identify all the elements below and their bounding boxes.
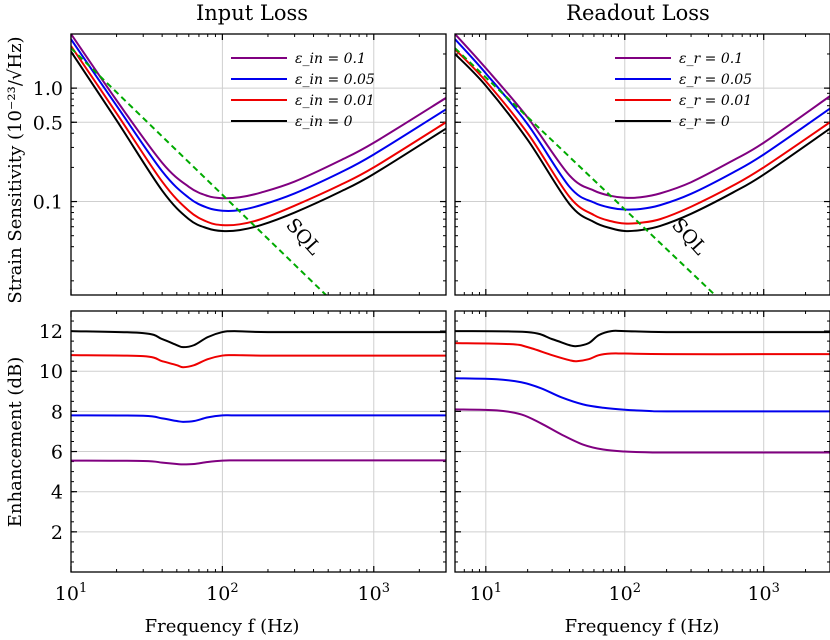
tick-label-exponent: 2	[230, 581, 238, 596]
series-line	[71, 38, 446, 212]
tick-label-x: 103	[747, 581, 779, 605]
legend-label: ε_r = 0	[679, 114, 730, 130]
series-line	[71, 330, 446, 349]
xlabel-right: Frequency f (Hz)	[565, 616, 720, 637]
readout-loss-enhancement-series-group	[455, 329, 830, 454]
readout-loss-sensitivity-frame	[454, 33, 830, 296]
series-line	[71, 47, 328, 295]
series-line	[455, 342, 830, 363]
readout-loss-sensitivity-series-group	[455, 34, 830, 295]
input-loss-sensitivity-frame	[70, 33, 447, 296]
input-loss-sensitivity-legend: ε_in = 0.1 ε_in = 0.05 ε_in = 0.01 ε_in = 0	[231, 51, 375, 130]
title-input-loss: Input Loss	[196, 1, 308, 25]
series-line	[71, 354, 446, 369]
readout-loss-enhancement-frame	[454, 310, 830, 573]
legend-label: ε_in = 0.1	[295, 51, 366, 67]
tick-label-y: 10	[39, 361, 63, 383]
tick-label-exponent: 3	[772, 581, 780, 596]
input-loss-sensitivity-series-group	[71, 34, 446, 295]
tick-label-y: 2	[51, 522, 63, 544]
series-line	[71, 459, 446, 466]
tick-label-y: 0.1	[33, 192, 63, 214]
legend-label: ε_r = 0.05	[679, 72, 752, 88]
tick-label-exponent: 1	[494, 581, 502, 596]
tick-label-y: 1.0	[33, 78, 63, 100]
tick-label-x: 102	[206, 581, 238, 605]
tick-label-y: 12	[39, 321, 63, 343]
title-readout-loss: Readout Loss	[566, 1, 710, 25]
tick-label-y: 6	[51, 442, 63, 464]
legend-label: ε_in = 0.01	[295, 93, 375, 109]
readout-loss-enhancement-panel: 101 102 103	[454, 310, 830, 605]
input-loss-enhancement-series-group	[71, 330, 446, 466]
xlabel-left: Frequency f (Hz)	[145, 616, 300, 637]
series-line	[71, 414, 446, 423]
readout-loss-sensitivity-legend: ε_r = 0.1 ε_r = 0.05 ε_r = 0.01 ε_r = 0	[615, 51, 752, 130]
series-line	[455, 53, 830, 233]
ylabel-enhancement: Enhancement (dB)	[5, 357, 26, 527]
tick-label-y: 0.5	[33, 112, 63, 134]
legend-label: ε_r = 0.01	[679, 93, 752, 109]
ylabel-strain-sensitivity: Strain Sensitivity (10⁻²³/√Hz)	[5, 36, 26, 303]
series-line	[455, 329, 830, 348]
series-line	[455, 48, 830, 225]
tick-label-exponent: 2	[633, 581, 641, 596]
tick-label-y: 8	[51, 401, 63, 423]
tick-label-x: 101	[55, 581, 87, 605]
tick-label-y: 4	[51, 482, 63, 504]
legend-label: ε_in = 0	[295, 114, 353, 130]
input-loss-enhancement-frame	[70, 310, 447, 573]
tick-label-x: 101	[470, 581, 502, 605]
series-line	[71, 34, 446, 200]
tick-label-x: 102	[609, 581, 641, 605]
tick-label-exponent: 3	[382, 581, 390, 596]
tick-label-x: 103	[358, 581, 390, 605]
series-line	[71, 45, 446, 227]
series-line	[455, 408, 830, 454]
legend-label: ε_in = 0.05	[295, 72, 375, 88]
series-line	[455, 47, 717, 295]
sql-annotation: SQL	[281, 214, 325, 260]
tick-label-exponent: 1	[79, 581, 87, 596]
series-line	[455, 38, 830, 211]
legend-label: ε_r = 0.1	[679, 51, 743, 67]
series-line	[455, 377, 830, 413]
series-line	[71, 51, 446, 233]
